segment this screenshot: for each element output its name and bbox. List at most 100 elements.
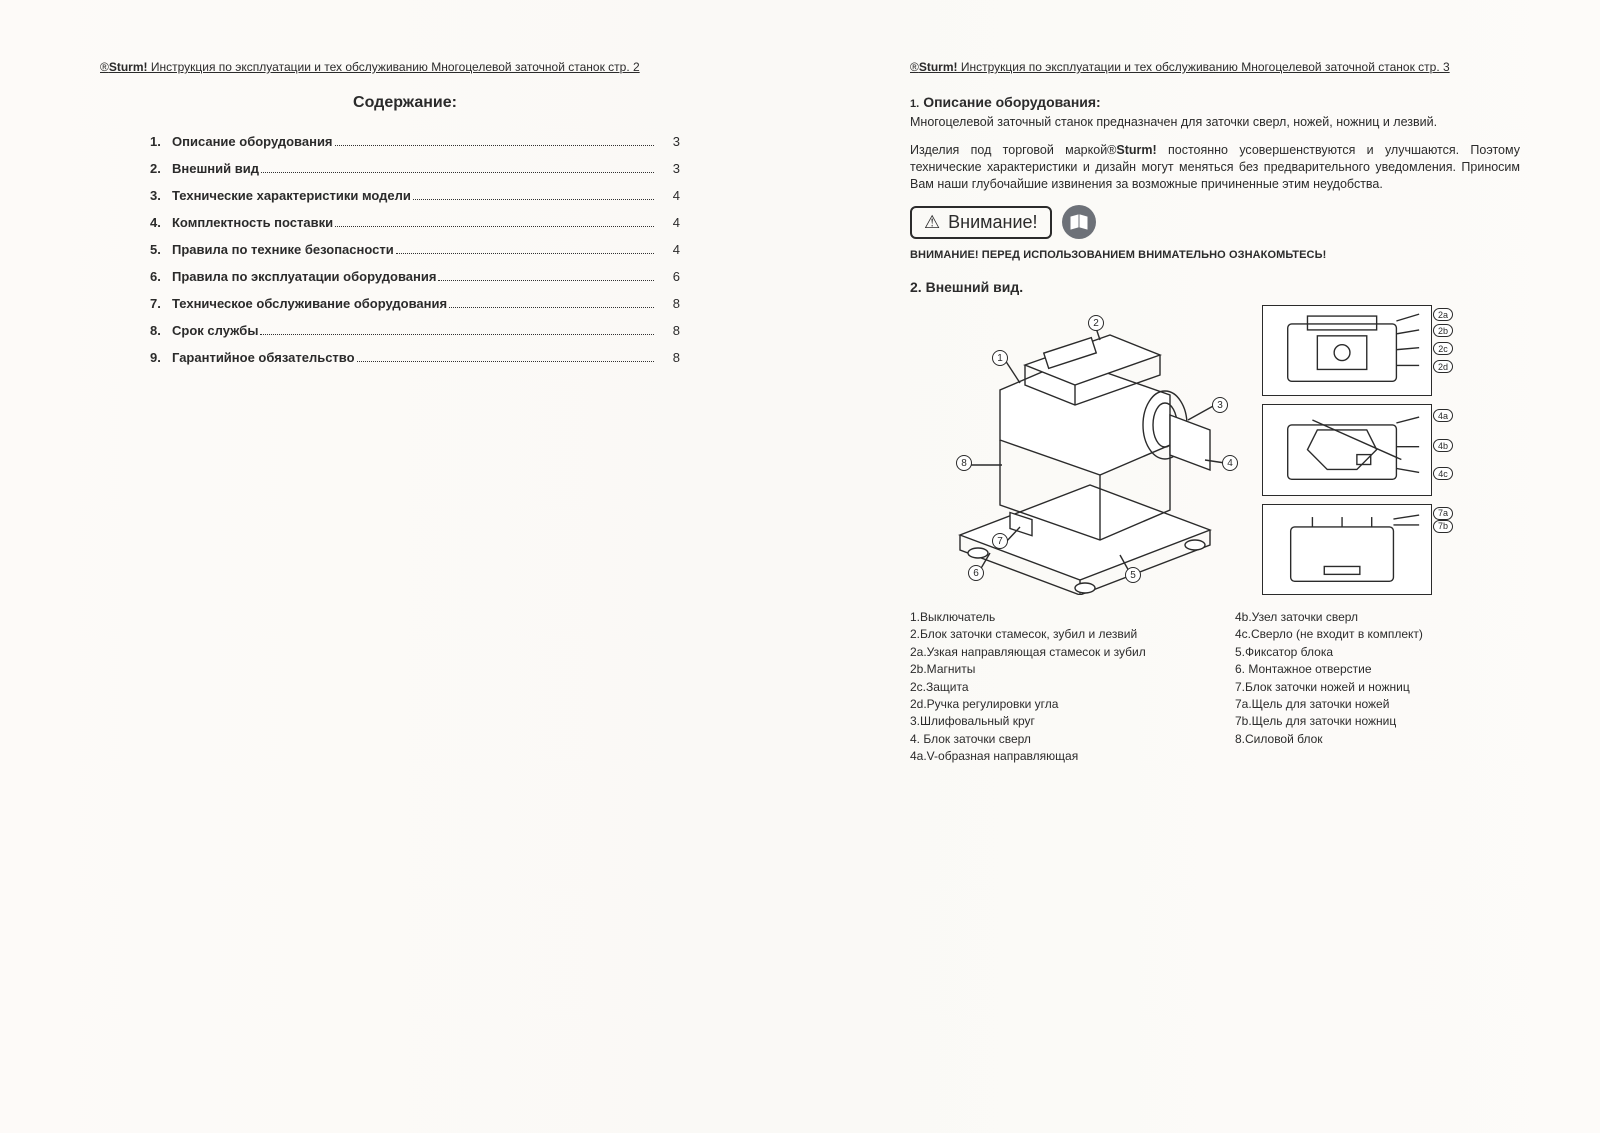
toc-page: 4 <box>658 188 680 203</box>
main-diagram: 1 2 3 4 5 6 7 8 <box>910 305 1250 595</box>
header-right: ®Sturm! Инструкция по эксплуатации и тех… <box>910 60 1520 76</box>
machine-diagram-svg <box>910 305 1250 595</box>
toc-num: 9. <box>150 350 172 365</box>
attention-row: ⚠ Внимание! <box>910 205 1520 239</box>
section-1-num: 1. <box>910 98 919 110</box>
toc-num: 7. <box>150 296 172 311</box>
legend-item: 7b.Щель для заточки ножниц <box>1235 713 1520 730</box>
toc-row: 5.Правила по технике безопасности 4 <box>150 242 680 257</box>
toc-page: 4 <box>658 242 680 257</box>
toc-page: 8 <box>658 296 680 311</box>
callout-3: 3 <box>1212 397 1228 413</box>
toc-dots <box>261 172 654 173</box>
toc: 1.Описание оборудования3 2.Внешний вид3 … <box>100 134 710 365</box>
toc-num: 5. <box>150 242 172 257</box>
page-left: ®Sturm! Инструкция по эксплуатации и тех… <box>0 0 800 1133</box>
toc-num: 6. <box>150 269 172 284</box>
legend-item: 4a.V-образная направляющая <box>910 748 1195 765</box>
callout-2: 2 <box>1088 315 1104 331</box>
legend-item: 7.Блок заточки ножей и ножниц <box>1235 679 1520 696</box>
section-2-num: 2. <box>910 279 922 295</box>
side-box-2: 4a 4b 4c <box>1262 404 1432 495</box>
toc-label: Срок службы <box>172 323 258 338</box>
toc-dots <box>413 199 654 200</box>
toc-page: 3 <box>658 161 680 176</box>
header-brand: Sturm! <box>109 60 148 74</box>
toc-row: 9.Гарантийное обязательство8 <box>150 350 680 365</box>
attention-label: Внимание! <box>948 212 1037 233</box>
toc-page: 8 <box>658 350 680 365</box>
callout-2d: 2d <box>1433 360 1453 373</box>
legend-item: 7a.Щель для заточки ножей <box>1235 696 1520 713</box>
toc-row: 6.Правила по эксплуатации оборудования 6 <box>150 269 680 284</box>
callout-4c: 4c <box>1433 467 1453 480</box>
header-prefix: ® <box>100 60 109 74</box>
legend-col-left: 1.Выключатель 2.Блок заточки стамесок, з… <box>910 609 1195 766</box>
legend-item: 4b.Узел заточки сверл <box>1235 609 1520 626</box>
section-2-title: 2. Внешний вид. <box>910 279 1520 295</box>
callout-4: 4 <box>1222 455 1238 471</box>
toc-num: 4. <box>150 215 172 230</box>
callout-1: 1 <box>992 350 1008 366</box>
warn-line: ВНИМАНИЕ! ПЕРЕД ИСПОЛЬЗОВАНИЕМ ВНИМАТЕЛЬ… <box>910 249 1520 261</box>
toc-label: Внешний вид <box>172 161 259 176</box>
header-brand: Sturm! <box>919 60 958 74</box>
section-1-title-text: Описание оборудования: <box>923 94 1101 110</box>
toc-num: 1. <box>150 134 172 149</box>
legend-item: 2d.Ручка регулировки угла <box>910 696 1195 713</box>
legend-item: 2a.Узкая направляющая стамесок и зубил <box>910 644 1195 661</box>
toc-row: 8.Срок службы8 <box>150 323 680 338</box>
toc-dots <box>449 307 654 308</box>
callout-5: 5 <box>1125 567 1141 583</box>
header-left: ®Sturm! Инструкция по эксплуатации и тех… <box>100 60 710 76</box>
side-box-1: 2a 2b 2c 2d <box>1262 305 1432 396</box>
legend-item: 2.Блок заточки стамесок, зубил и лезвий <box>910 626 1195 643</box>
callout-2a: 2a <box>1433 308 1453 321</box>
callout-4b: 4b <box>1433 439 1453 452</box>
toc-dots <box>335 145 654 146</box>
section-1-para-2: Изделия под торговой маркой®Sturm! посто… <box>910 142 1520 193</box>
page-right: ®Sturm! Инструкция по эксплуатации и тех… <box>800 0 1600 1133</box>
toc-dots <box>438 280 654 281</box>
toc-label: Правила по эксплуатации оборудования <box>172 269 436 284</box>
legend-item: 6. Монтажное отверстие <box>1235 661 1520 678</box>
toc-dots <box>260 334 654 335</box>
toc-num: 3. <box>150 188 172 203</box>
warning-triangle-icon: ⚠ <box>924 213 940 231</box>
legend-item: 3.Шлифовальный круг <box>910 713 1195 730</box>
para2b: Sturm! <box>1116 143 1156 157</box>
header-text: Инструкция по эксплуатации и тех обслужи… <box>958 60 1450 74</box>
attention-box: ⚠ Внимание! <box>910 206 1052 239</box>
toc-page: 8 <box>658 323 680 338</box>
toc-row: 3.Технические характеристики модели4 <box>150 188 680 203</box>
diagram-area: 1 2 3 4 5 6 7 8 2a <box>910 305 1520 595</box>
toc-page: 6 <box>658 269 680 284</box>
callout-7b: 7b <box>1433 520 1453 533</box>
toc-label: Техническое обслуживание оборудования <box>172 296 447 311</box>
legend-item: 4c.Сверло (не входит в комплект) <box>1235 626 1520 643</box>
header-text: Инструкция по эксплуатации и тех обслужи… <box>148 60 640 74</box>
toc-dots <box>335 226 654 227</box>
toc-row: 1.Описание оборудования 3 <box>150 134 680 149</box>
toc-num: 2. <box>150 161 172 176</box>
toc-page: 4 <box>658 215 680 230</box>
side-diagrams: 2a 2b 2c 2d 4a 4b 4c <box>1262 305 1432 595</box>
toc-dots <box>396 253 654 254</box>
legend-col-right: 4b.Узел заточки сверл 4c.Сверло (не вход… <box>1235 609 1520 766</box>
side-box-3: 7a 7b <box>1262 504 1432 595</box>
header-prefix: ® <box>910 60 919 74</box>
legend-item: 1.Выключатель <box>910 609 1195 626</box>
legend: 1.Выключатель 2.Блок заточки стамесок, з… <box>910 609 1520 766</box>
para2a: Изделия под торговой маркой® <box>910 143 1116 157</box>
legend-item: 2c.Защита <box>910 679 1195 696</box>
section-1-title: 1. Описание оборудования: <box>910 94 1520 110</box>
toc-row: 7.Техническое обслуживание оборудования 8 <box>150 296 680 311</box>
toc-page: 3 <box>658 134 680 149</box>
toc-label: Правила по технике безопасности <box>172 242 394 257</box>
toc-dots <box>357 361 654 362</box>
toc-label: Описание оборудования <box>172 134 333 149</box>
callout-7a: 7a <box>1433 507 1453 520</box>
callout-6: 6 <box>968 565 984 581</box>
legend-item: 2b.Магниты <box>910 661 1195 678</box>
section-1-para-1: Многоцелевой заточный станок предназначе… <box>910 114 1520 131</box>
